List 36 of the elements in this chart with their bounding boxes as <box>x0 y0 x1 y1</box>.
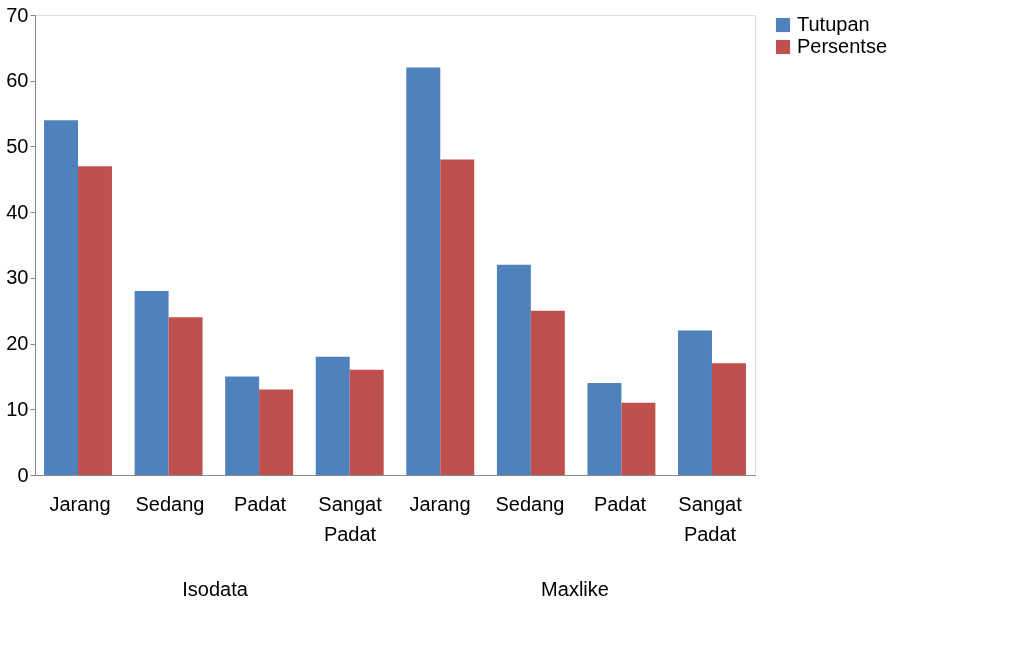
y-tick-label: 40 <box>6 200 29 223</box>
bar <box>259 389 294 475</box>
legend-label: Tutupan <box>797 13 870 35</box>
bar <box>440 159 475 475</box>
x-tick-label: Padat <box>233 493 287 515</box>
x-tick-label: Jarang <box>49 493 111 515</box>
x-tick-label: Jarang <box>409 493 471 515</box>
bar <box>225 376 260 475</box>
x-tick-label: Sedang <box>495 493 565 515</box>
bar <box>678 330 712 475</box>
legend-label: Persentse <box>797 35 888 57</box>
x-tick-label: Sangat Padat <box>678 493 743 545</box>
bar <box>349 369 384 475</box>
y-tick-label: 10 <box>6 397 29 420</box>
x-tick-label: Sedang <box>135 493 205 515</box>
bar <box>168 317 203 475</box>
x-tick-label: Padat <box>593 493 647 515</box>
y-tick-label: 0 <box>17 463 29 486</box>
bar <box>621 402 656 475</box>
bar <box>496 264 531 475</box>
y-tick-label: 50 <box>6 134 29 157</box>
x-tick-label: Sangat Padat <box>318 493 383 545</box>
bar <box>587 383 622 475</box>
bar <box>44 120 79 475</box>
bar <box>315 356 350 475</box>
y-tick-label: 20 <box>6 332 29 355</box>
y-tick-label: 30 <box>6 266 29 289</box>
bar <box>134 291 169 475</box>
text: Maxlike <box>541 578 609 600</box>
bar <box>711 363 746 475</box>
y-tick-label: 60 <box>6 69 29 92</box>
y-tick-label: 70 <box>6 3 29 26</box>
bar <box>406 67 441 475</box>
bar <box>530 310 565 475</box>
text: Isodata <box>182 578 249 600</box>
bar <box>78 166 112 475</box>
